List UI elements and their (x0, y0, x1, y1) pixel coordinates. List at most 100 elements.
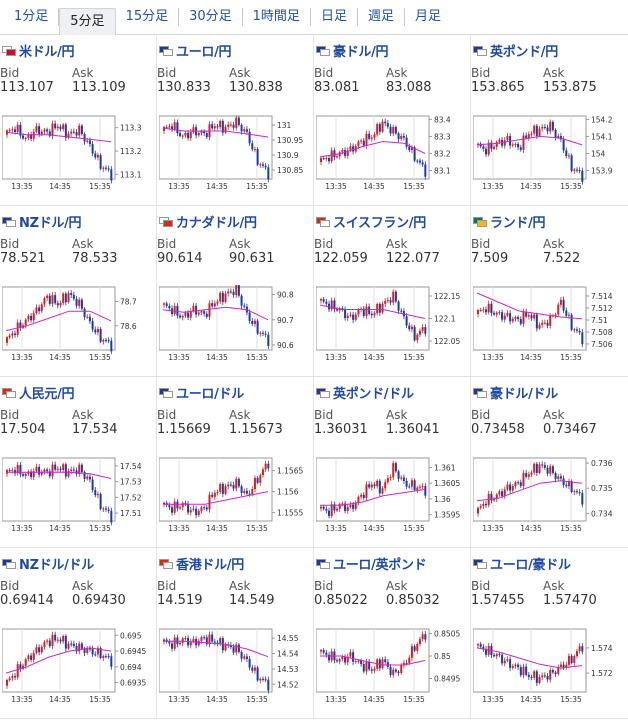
mini-chart[interactable]: 78.7 78.6 13:35 14:35 15:35 (2, 285, 157, 365)
tab-3[interactable]: 30分足 (179, 8, 243, 26)
candle-body (251, 489, 254, 495)
candle-body (72, 469, 75, 471)
currency-flag-icon (2, 558, 16, 569)
candle-body (267, 167, 270, 180)
candle-body (203, 131, 206, 134)
tab-0[interactable]: 1分足 (4, 8, 60, 26)
candle-body (567, 155, 570, 157)
pair-link[interactable]: ユーロ/英ポンド (333, 558, 427, 573)
candle-body (40, 304, 43, 312)
x-tick-label: 14:35 (49, 524, 71, 533)
y-tick-label: 78.6 (120, 322, 137, 331)
mini-chart[interactable]: 83.4 83.3 83.2 83.1 13:35 14:35 15:35 (316, 114, 471, 194)
tab-7[interactable]: 月足 (414, 9, 441, 24)
candle-body (80, 125, 83, 134)
mini-chart[interactable]: 122.15 122.1 122.05 13:35 14:35 15:35 (316, 285, 471, 365)
pair-link[interactable]: NZドル/円 (19, 216, 82, 231)
pair-link[interactable]: 豪ドル/円 (333, 45, 389, 60)
mini-chart[interactable]: 14.55 14.54 14.53 14.52 13:35 14:35 15:35 (159, 627, 314, 707)
candle-body (557, 304, 560, 315)
mini-chart[interactable]: 1.1565 1.156 1.1555 13:35 14:35 15:35 (159, 456, 314, 536)
candle-body (99, 155, 102, 169)
candle-body (368, 133, 371, 139)
rate-card: ランド/円 Bid Ask 7.509 7.522 7.514 7.512 7.51 7.508… (471, 206, 628, 377)
mini-chart[interactable]: 1.361 1.3605 1.36 1.3595 13:35 14:35 15:35 (316, 456, 471, 536)
pair-link[interactable]: 人民元/円 (19, 387, 75, 402)
plot-frame (316, 286, 430, 351)
mini-chart[interactable]: 113.3 113.2 113.1 13:35 14:35 15:35 (2, 114, 157, 194)
pair-link[interactable]: カナダドル/円 (176, 216, 257, 231)
candle-body (94, 654, 97, 656)
candle-body (72, 131, 75, 133)
tab-1[interactable]: 5分足 (59, 7, 116, 35)
bid-value: 122.059 (314, 251, 368, 266)
mini-chart[interactable]: 0.695 0.6945 0.694 0.6935 13:35 14:35 15:35 (2, 627, 157, 707)
currency-flag-icon (316, 558, 330, 569)
y-tick-label: 113.3 (120, 124, 142, 133)
candle-body (165, 639, 168, 642)
candle-body (322, 299, 325, 302)
pair-link[interactable]: スイスフラン/円 (333, 216, 426, 231)
candle-body (551, 670, 554, 673)
x-tick-label: 13:35 (11, 524, 33, 533)
candle-body (378, 480, 381, 494)
y-tick-label: 14.53 (277, 665, 299, 674)
ask-value: 83.088 (386, 80, 432, 95)
candle-body (8, 335, 11, 338)
pair-link[interactable]: ユーロ/円 (176, 45, 232, 60)
candle-body (237, 478, 240, 487)
candle-body (232, 124, 235, 128)
bid-label: Bid (157, 66, 177, 80)
pair-link[interactable]: ランド/円 (490, 216, 546, 231)
tab-4[interactable]: 1時間足 (243, 8, 311, 26)
candle-body (86, 476, 89, 479)
card-header: 豪ドル/ドル (473, 383, 558, 402)
pair-link[interactable]: NZドル/ドル (19, 558, 94, 573)
candle-body (389, 300, 392, 303)
card-header: NZドル/円 (2, 212, 82, 231)
candle-body (35, 466, 38, 472)
mini-chart[interactable]: 0.736 0.735 0.734 13:35 14:35 15:35 (473, 456, 628, 536)
candle-body (509, 484, 512, 491)
pair-link[interactable]: 香港ドル/円 (176, 558, 244, 573)
pair-link[interactable]: ユーロ/豪ドル (490, 558, 571, 573)
mini-chart[interactable]: 0.8505 0.85 0.8495 13:35 14:35 15:35 (316, 627, 471, 707)
pair-link[interactable]: ユーロ/ドル (176, 387, 244, 402)
candle-body (421, 327, 424, 331)
candle-body (570, 314, 573, 330)
mini-chart[interactable]: 7.514 7.512 7.51 7.508 7.506 13:35 14:35 15:35 (473, 285, 628, 365)
candle-body (565, 310, 568, 316)
mini-chart[interactable]: 17.54 17.53 17.52 17.51 13:35 14:35 15:35 (2, 456, 157, 536)
candle-body (219, 120, 222, 128)
candle-body (485, 503, 488, 506)
candle-body (328, 654, 331, 661)
tab-2[interactable]: 15分足 (116, 8, 180, 26)
pair-link[interactable]: 豪ドル/ドル (490, 387, 558, 402)
tab-6[interactable]: 週足 (358, 8, 405, 26)
card-header: 英ポンド/ドル (316, 383, 414, 402)
mini-chart[interactable]: 1.574 1.572 13:35 14:35 15:35 (473, 627, 628, 707)
candle-body (205, 507, 208, 510)
pair-link[interactable]: 英ポンド/円 (490, 45, 558, 60)
candle-body (527, 134, 530, 138)
candle-body (256, 148, 259, 165)
tab-5[interactable]: 日足 (311, 8, 358, 26)
candle-body (477, 644, 479, 646)
candle-body (362, 308, 365, 316)
candle-body (6, 337, 8, 343)
candle-body (102, 656, 105, 658)
candle-body (43, 641, 46, 647)
flag-quote-icon (163, 390, 173, 398)
pair-link[interactable]: 英ポンド/ドル (333, 387, 414, 402)
candle-body (408, 657, 411, 664)
y-tick-label: 78.7 (120, 298, 137, 307)
mini-chart[interactable]: 90.8 90.7 90.6 13:35 14:35 15:35 (159, 285, 314, 365)
x-tick-label: 13:35 (11, 353, 33, 362)
candle-body (575, 491, 578, 493)
pair-link[interactable]: 米ドル/円 (19, 45, 75, 60)
mini-chart[interactable]: 131 130.95 130.9 130.85 13:35 14:35 15:35 (159, 114, 314, 194)
y-tick-label: 1.574 (591, 644, 613, 653)
candle-body (543, 126, 546, 128)
mini-chart[interactable]: 154.2 154.1 154 153.9 13:35 14:35 15:35 (473, 114, 628, 194)
candle-body (104, 167, 107, 169)
